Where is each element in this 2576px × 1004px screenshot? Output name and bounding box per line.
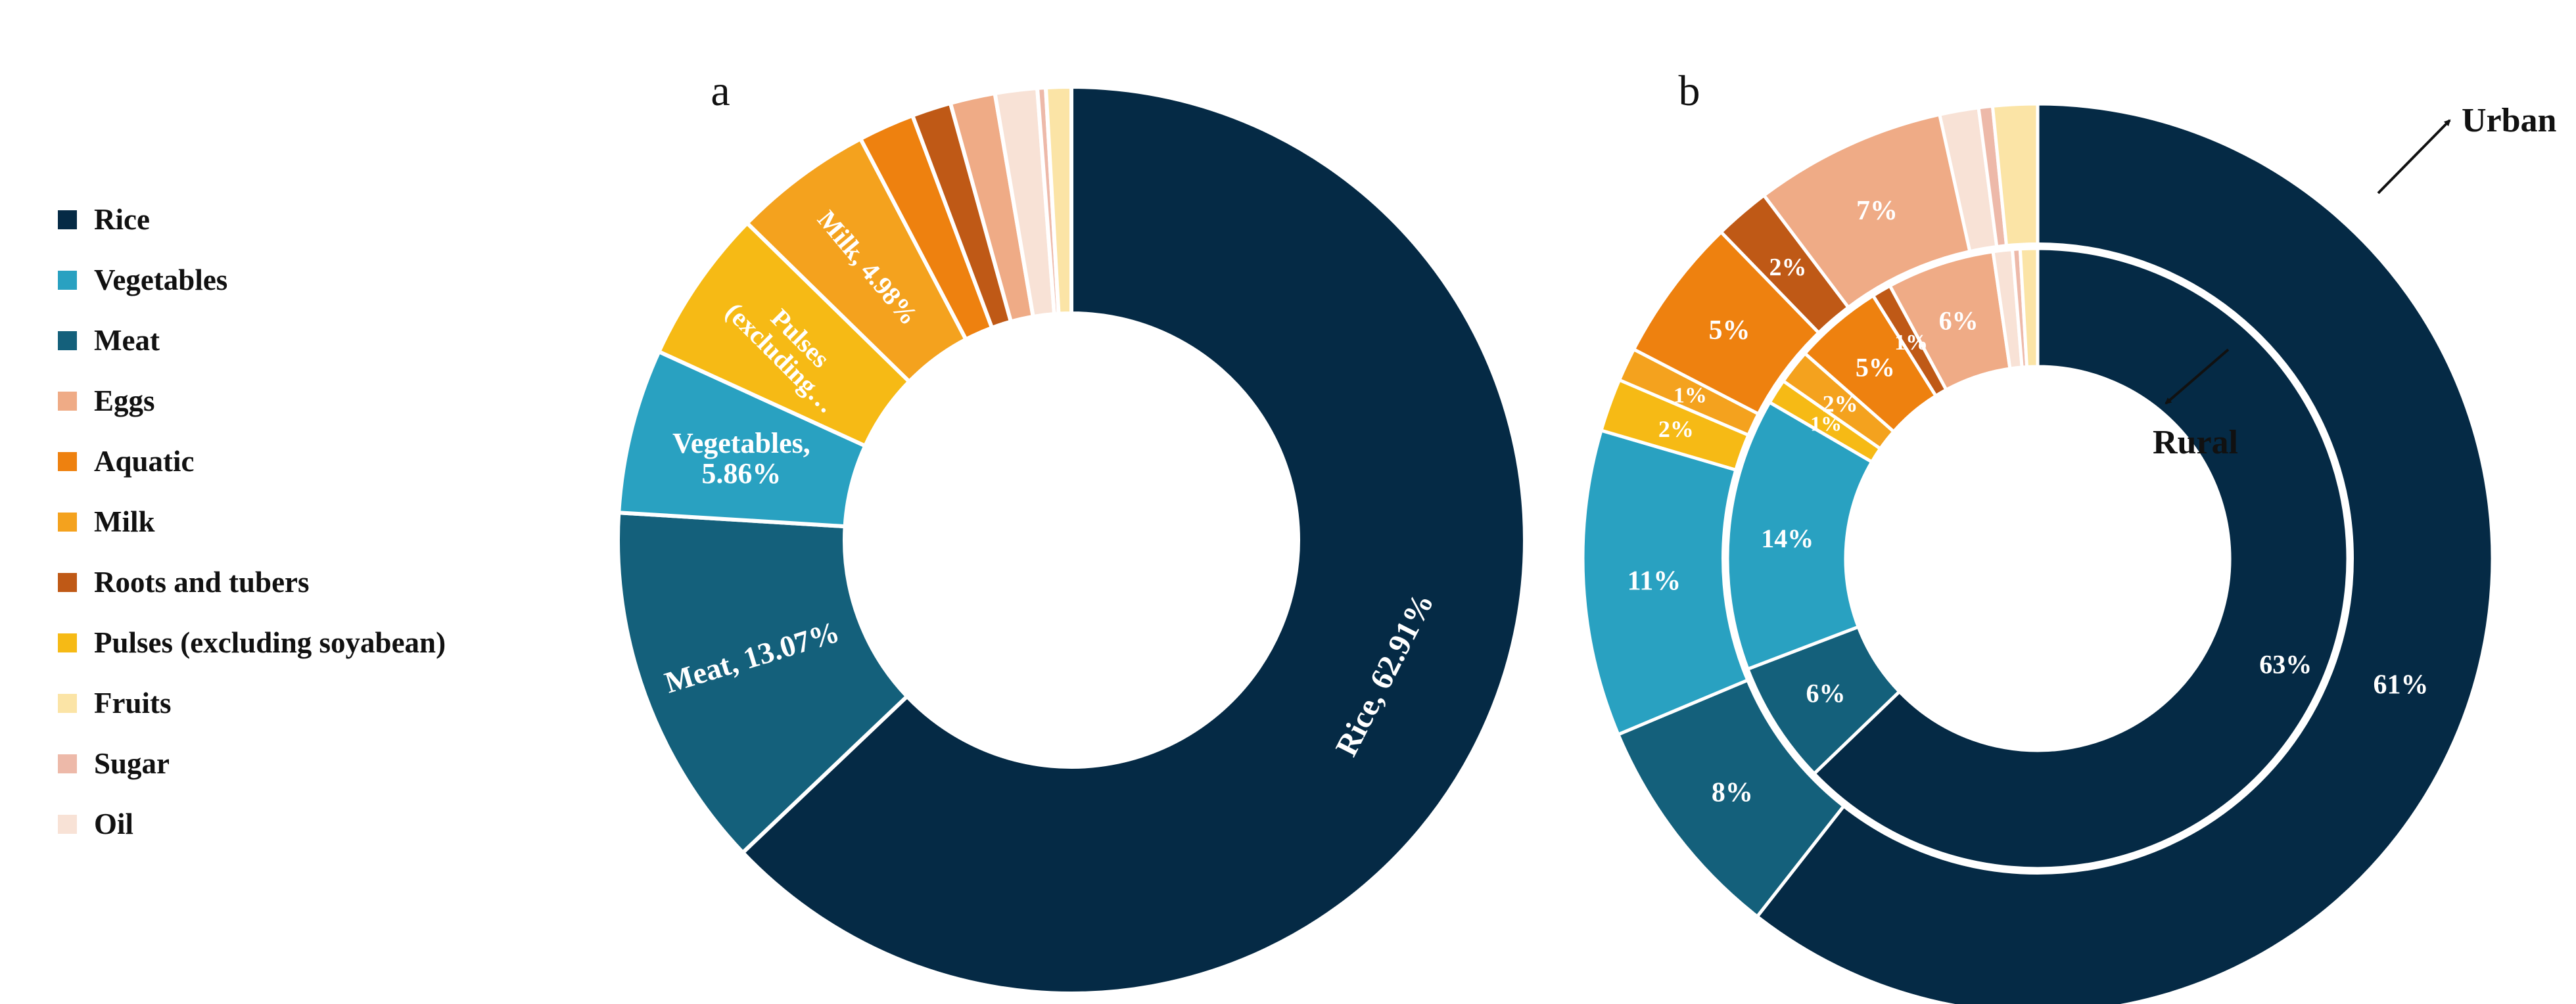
- legend-label: Eggs: [94, 384, 155, 417]
- panel-b-rural-label-milk: 2%: [1823, 391, 1858, 417]
- legend-item-oil: Oil: [58, 794, 446, 854]
- panel-a-slices: [616, 85, 1527, 995]
- legend-swatch-sugar: [58, 754, 77, 773]
- legend-item-pulses: Pulses (excluding soyabean): [58, 612, 446, 673]
- panel-a-title: a: [711, 67, 730, 115]
- panel-b-title: b: [1679, 67, 1700, 115]
- panel-b-urban-label-eggs: 7%: [1856, 196, 1898, 226]
- panel-b-ring-separator: [1721, 242, 2354, 875]
- rural-arrow: [2165, 348, 2230, 405]
- legend-swatch-meat: [58, 331, 77, 350]
- panel-b-urban-label-vegetables: 11%: [1628, 566, 1681, 596]
- legend-swatch-oil: [58, 814, 77, 834]
- panel-b-urban-label-milk: 1%: [1674, 384, 1707, 408]
- panel-b-rural-label-pulses-excluding-soyabean: 1%: [1810, 412, 1842, 436]
- panel-b-outer-ring: [1581, 102, 2494, 1004]
- legend-swatch-aquatic: [58, 451, 77, 471]
- rural-annotation: Rural: [2153, 424, 2238, 461]
- panel-a-donut: Rice, 62.91%Meat, 13.07%Vegetables, 5.86%…: [616, 67, 1527, 995]
- legend-item-aquatic: Aquatic: [58, 431, 446, 491]
- legend: Rice Vegetables Meat Eggs Aquatic Milk R…: [58, 189, 446, 854]
- panel-b-urban-label-rice: 61%: [2374, 670, 2429, 700]
- panel-b-rural-label-eggs: 6%: [1939, 306, 1979, 335]
- legend-item-milk: Milk: [58, 491, 446, 552]
- legend-swatch-pulses: [58, 633, 77, 652]
- legend-label: Oil: [94, 808, 134, 840]
- legend-label: Aquatic: [94, 445, 195, 478]
- panel-a-slice-fruits: [1044, 85, 1073, 316]
- legend-label: Pulses (excluding soyabean): [94, 626, 446, 659]
- legend-item-fruits: Fruits: [58, 673, 446, 733]
- panel-b-nested-donut: 61%8%11%2%1%5%2%7%63%6%14%1%2%5%1%6% b U…: [1581, 67, 2557, 1004]
- urban-arrow: [2377, 119, 2451, 194]
- legend-swatch-fruits: [58, 693, 77, 713]
- legend-label: Roots and tubers: [94, 566, 310, 599]
- legend-swatch-rice: [58, 210, 77, 229]
- panel-b-rural-label-meat: 6%: [1806, 679, 1845, 708]
- legend-item-rice: Rice: [58, 189, 446, 250]
- panel-b-rural-slice-fruits: [2018, 246, 2040, 369]
- panel-b-rural-label-aquatic: 5%: [1856, 353, 1895, 382]
- panel-b-rural-slice-rice: [1812, 246, 2350, 871]
- panel-b-rural-slice-vegetables: [1725, 400, 1874, 671]
- panel-b-labels: 61%8%11%2%1%5%2%7%63%6%14%1%2%5%1%6%: [1628, 196, 2429, 808]
- panel-b-rural-label-roots-and-tubers: 1%: [1894, 331, 1928, 355]
- urban-annotation: Urban: [2462, 102, 2557, 139]
- legend-swatch-milk: [58, 512, 77, 532]
- panel-b-rural-label-vegetables: 14%: [1761, 524, 1814, 553]
- legend-swatch-roots-and-tubers: [58, 572, 77, 592]
- panel-b-rural-label-rice: 63%: [2259, 649, 2312, 679]
- legend-label: Sugar: [94, 747, 170, 780]
- legend-item-meat: Meat: [58, 310, 446, 371]
- legend-label: Rice: [94, 203, 150, 236]
- panel-b-urban-label-roots-and-tubers: 2%: [1769, 254, 1806, 281]
- panel-a-slice-rice: [741, 85, 1527, 995]
- panel-b-urban-label-aquatic: 5%: [1708, 315, 1750, 346]
- panel-b-inner-ring: [1725, 246, 2350, 871]
- legend-item-eggs: Eggs: [58, 371, 446, 431]
- legend-item-sugar: Sugar: [58, 733, 446, 794]
- panel-a-slice-meat: [616, 511, 910, 855]
- panel-b-urban-label-meat: 8%: [1712, 777, 1753, 808]
- legend-label: Fruits: [94, 687, 172, 719]
- legend-swatch-vegetables: [58, 270, 77, 290]
- panel-b-urban-label-pulses-excluding-soyabean: 2%: [1658, 416, 1694, 442]
- legend-label: Meat: [94, 324, 160, 357]
- legend-label: Vegetables: [94, 263, 228, 296]
- legend-swatch-eggs: [58, 391, 77, 411]
- legend-item-roots-and-tubers: Roots and tubers: [58, 552, 446, 612]
- panel-a-label-vegetables: Vegetables, 5.86%: [672, 427, 810, 490]
- legend-label: Milk: [94, 505, 155, 538]
- legend-item-vegetables: Vegetables: [58, 250, 446, 310]
